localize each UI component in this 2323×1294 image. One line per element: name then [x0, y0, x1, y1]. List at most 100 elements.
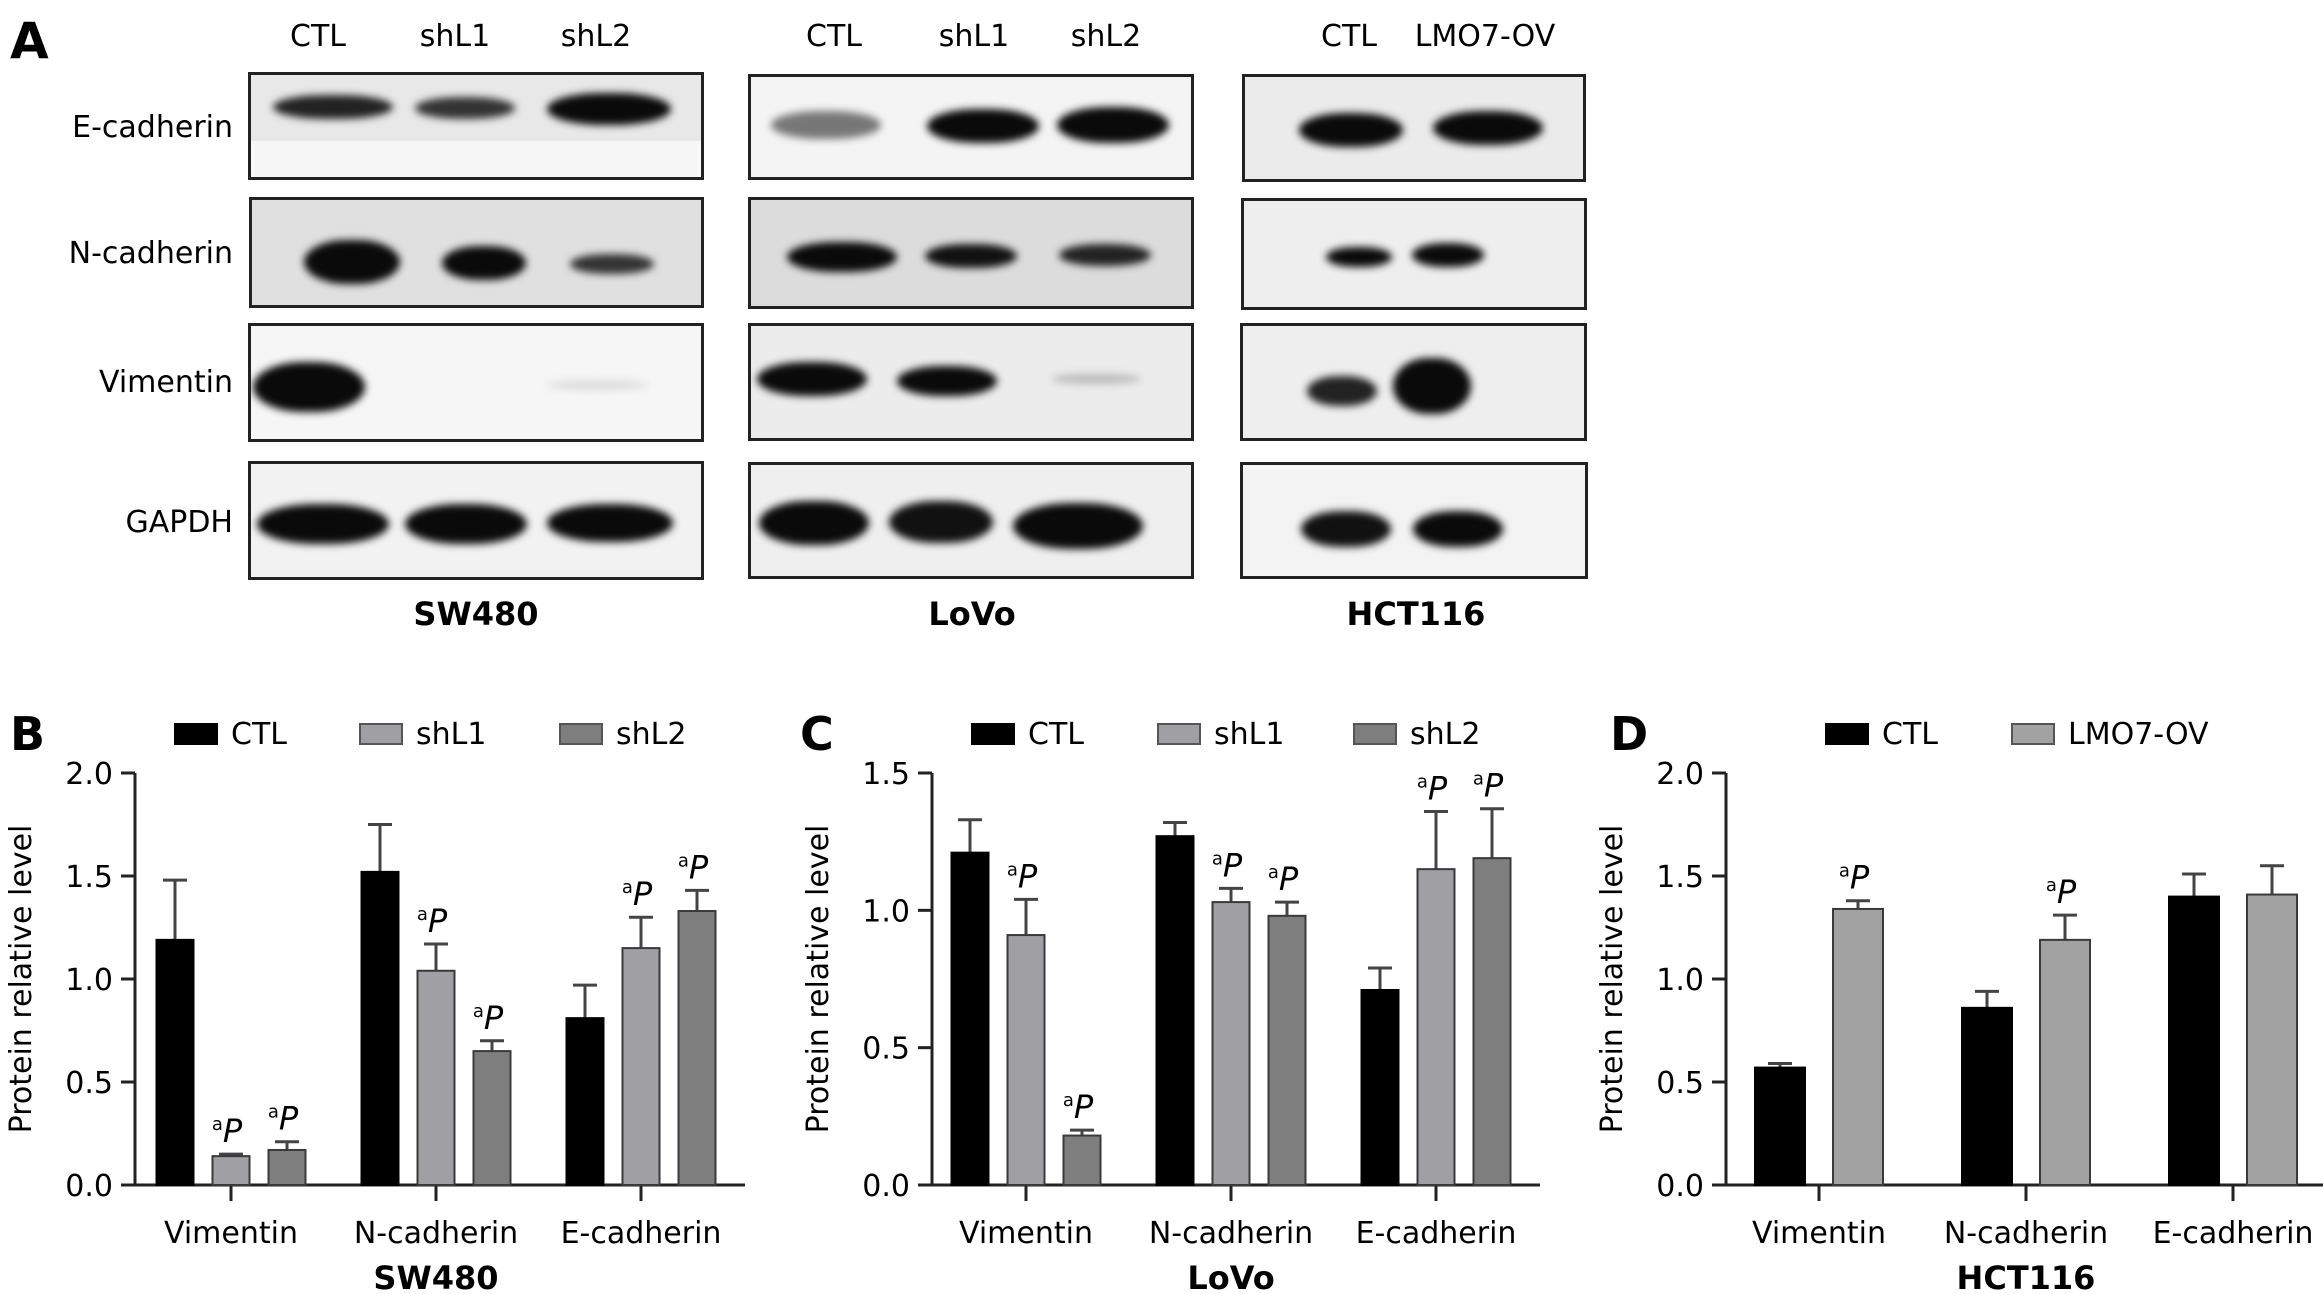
blot-hct116-gapdh	[1240, 462, 1588, 579]
x-tick-label: E-cadherin	[1356, 1216, 1517, 1251]
lane-label: CTL	[290, 19, 346, 54]
lane-label: CTL	[1321, 19, 1377, 54]
y-tick-label: 1.5	[862, 757, 910, 792]
blot-sw480-e-cadherin	[248, 72, 704, 180]
x-axis-label: SW480	[373, 1259, 498, 1294]
legend-item-shl2: shL2	[559, 717, 686, 752]
x-tick-label: Vimentin	[959, 1216, 1093, 1251]
bar-ctl-e-cadherin	[1360, 988, 1400, 1186]
bar-ctl-n-cadherin	[1155, 835, 1195, 1186]
legend-label: shL2	[616, 717, 686, 752]
lane-label: shL1	[419, 19, 491, 54]
panel-letter-a: A	[10, 12, 49, 70]
cell-line-label-sw480: SW480	[413, 595, 539, 633]
y-tick-label: 2.0	[65, 757, 113, 792]
blot-sw480-vimentin	[248, 323, 704, 442]
significance-label: aP	[1839, 859, 1870, 897]
legend-item-ctl: CTL	[971, 717, 1084, 752]
y-tick-label: 0.5	[1656, 1066, 1704, 1101]
legend-item-shl2: shL2	[1353, 717, 1480, 752]
legend-swatch	[1353, 723, 1397, 745]
bar-lmo7-ov-n-cadherin	[2039, 938, 2091, 1186]
chart-c-lovo: C CTL shL1 shL2 0.0 0.5 1.0 1.5 Protein relative…	[800, 707, 1540, 1294]
y-axis-label: Protein relative level	[1595, 825, 1630, 1134]
legend-item-ctl: CTL	[1825, 717, 1938, 752]
panel-letter-b: B	[10, 707, 45, 761]
bar-ctl-vimentin	[155, 938, 195, 1186]
lane-label: shL2	[1070, 19, 1142, 54]
bar-shl2-n-cadherin	[1267, 914, 1307, 1186]
legend-label: CTL	[1882, 717, 1938, 752]
x-tick-label: N-cadherin	[1944, 1216, 2108, 1251]
panel-letter-c: C	[800, 707, 834, 761]
y-tick-label: 1.5	[65, 860, 113, 895]
chart-b-sw480: B CTL shL1 shL2 0.0 0.5 1.0 1.5 2.0 Protein relat…	[4, 707, 745, 1294]
bar-shl2-e-cadherin	[1472, 857, 1512, 1186]
legend-label: CTL	[1028, 717, 1084, 752]
bar-shl2-e-cadherin	[677, 910, 717, 1187]
legend-item-shl1: shL1	[359, 717, 486, 752]
legend-label: shL2	[1410, 717, 1480, 752]
bar-shl1-n-cadherin	[1211, 901, 1251, 1187]
y-axis-label: Protein relative level	[4, 825, 39, 1134]
x-tick-label: Vimentin	[164, 1216, 298, 1251]
y-tick-label: 1.0	[65, 963, 113, 998]
bar-ctl-vimentin	[950, 851, 990, 1187]
panel-letter-d: D	[1610, 707, 1648, 761]
bar-shl2-vimentin	[267, 1148, 307, 1187]
cell-line-label-lovo: LoVo	[928, 595, 1016, 633]
lane-label: LMO7-OV	[1414, 19, 1556, 54]
cell-line-label-hct116: HCT116	[1346, 595, 1486, 633]
y-tick-label: 0.5	[65, 1066, 113, 1101]
legend-item-ctl: CTL	[174, 717, 287, 752]
significance-label: aP	[1063, 1088, 1094, 1126]
legend-swatch	[2011, 723, 2055, 745]
blot-sw480-n-cadherin	[249, 197, 704, 308]
significance-label: aP	[212, 1112, 243, 1150]
x-tick-label: E-cadherin	[2153, 1216, 2314, 1251]
significance-label: aP	[268, 1100, 299, 1138]
lane-label: shL2	[560, 19, 632, 54]
bar-shl1-e-cadherin	[621, 947, 661, 1186]
significance-label: aP	[678, 848, 709, 886]
row-label-gapdh: GAPDH	[125, 505, 233, 540]
row-label-e-cadherin: E-cadherin	[72, 110, 233, 145]
bar-ctl-e-cadherin	[2168, 895, 2220, 1186]
significance-label: aP	[2046, 873, 2077, 911]
y-tick-label: 0.0	[65, 1169, 113, 1204]
bar-ctl-e-cadherin	[565, 1017, 605, 1187]
bar-lmo7-ov-e-cadherin	[2246, 893, 2298, 1186]
legend-swatch	[1157, 723, 1201, 745]
y-tick-label: 0.0	[1656, 1169, 1704, 1204]
x-tick-label: Vimentin	[1752, 1216, 1886, 1251]
significance-label: aP	[1212, 846, 1243, 884]
bar-ctl-n-cadherin	[1961, 1006, 2013, 1186]
legend-label: shL1	[416, 717, 486, 752]
legend-item-shl1: shL1	[1157, 717, 1284, 752]
x-tick-label: N-cadherin	[1149, 1216, 1313, 1251]
y-tick-label: 0.0	[862, 1169, 910, 1204]
significance-label: aP	[1473, 767, 1504, 805]
significance-label: aP	[473, 999, 504, 1037]
blot-lovo-e-cadherin	[748, 74, 1194, 180]
legend-swatch	[1825, 723, 1869, 745]
x-axis-label: HCT116	[1957, 1259, 2096, 1294]
chart-d-hct116: D CTL LMO7-OV 0.0 0.5 1.0 1.5 2.0 Protein relati…	[1595, 707, 2323, 1294]
x-axis-label: LoVo	[1187, 1259, 1274, 1294]
x-tick-label: E-cadherin	[561, 1216, 722, 1251]
significance-label: aP	[1268, 860, 1299, 898]
bar-ctl-n-cadherin	[360, 870, 400, 1186]
blot-lovo-n-cadherin	[748, 197, 1194, 309]
row-label-vimentin: Vimentin	[98, 365, 233, 400]
significance-label: aP	[1007, 857, 1038, 895]
bar-shl2-vimentin	[1062, 1134, 1102, 1186]
legend-item-lmo7-ov: LMO7-OV	[2011, 717, 2209, 752]
blot-hct116-e-cadherin	[1242, 74, 1586, 182]
bar-ctl-vimentin	[1754, 1066, 1806, 1186]
bar-shl1-vimentin	[211, 1155, 251, 1187]
row-label-n-cadherin: N-cadherin	[68, 236, 233, 271]
legend-label: LMO7-OV	[2068, 717, 2209, 752]
y-axis-label: Protein relative level	[801, 825, 836, 1134]
bar-lmo7-ov-vimentin	[1832, 907, 1884, 1187]
bar-shl1-e-cadherin	[1416, 868, 1456, 1186]
